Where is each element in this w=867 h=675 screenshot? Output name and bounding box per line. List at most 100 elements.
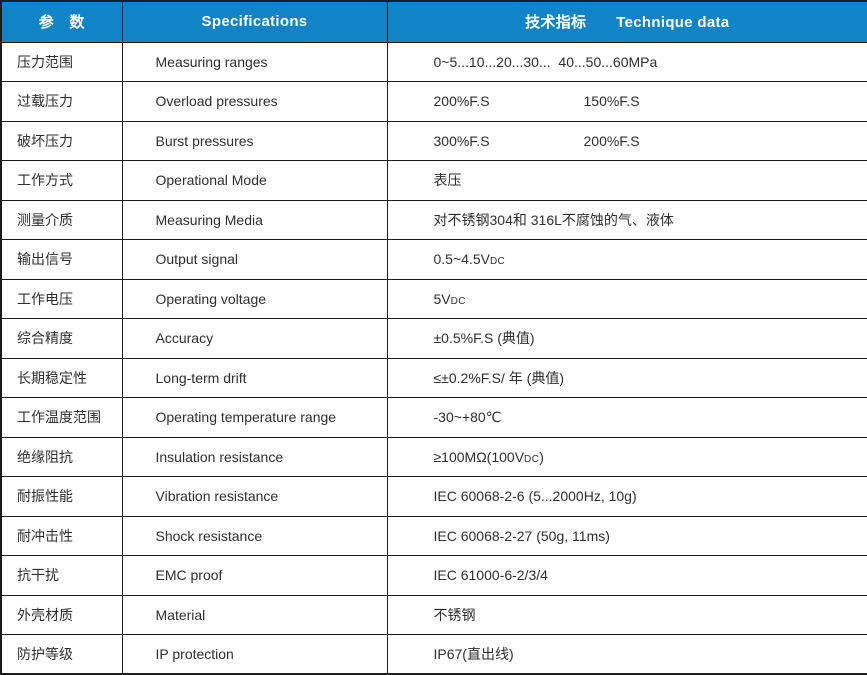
header-param-cn-label: 参 数 bbox=[38, 14, 85, 32]
spec-en-label: Operational Mode bbox=[155, 172, 267, 189]
param-cn-label: 工作方式 bbox=[17, 172, 73, 189]
param-cn-cell: 工作电压 bbox=[0, 278, 123, 319]
header-specifications-label: Specifications bbox=[201, 13, 308, 31]
spec-en-label: Operating temperature range bbox=[155, 409, 337, 426]
param-cn-label: 工作温度范围 bbox=[17, 409, 101, 426]
table-row-burst-pressures: 破坏压力 Burst pressures 300%F.S 200%F.S bbox=[0, 120, 867, 161]
param-cn-cell: 防护等级 bbox=[0, 634, 123, 675]
table-row-operational-mode: 工作方式 Operational Mode 表压 bbox=[0, 160, 867, 201]
param-cn-cell: 压力范围 bbox=[0, 41, 123, 82]
spec-en-cell: Operating temperature range bbox=[121, 397, 388, 438]
param-cn-label: 工作电压 bbox=[17, 290, 73, 307]
spec-en-label: Operating voltage bbox=[155, 290, 267, 307]
value-text: 0~5...10...20...30... 40...50...60MPa bbox=[433, 53, 658, 70]
value-cell: ±0.5%F.S (典值) bbox=[386, 318, 867, 359]
value-cell: 不锈钢 bbox=[386, 594, 867, 635]
spec-en-label: Output signal bbox=[155, 251, 239, 268]
spec-en-label: Measuring Media bbox=[155, 211, 263, 228]
spec-en-cell: IP protection bbox=[121, 634, 388, 675]
value-text: 200%F.S bbox=[433, 93, 490, 110]
value-cell: 表压 bbox=[386, 160, 867, 201]
value-text-2: 200%F.S bbox=[583, 132, 640, 149]
header-tech-en-label: Technique data bbox=[616, 14, 730, 32]
value-text: IEC 60068-2-27 (50g, 11ms) bbox=[433, 527, 610, 544]
value-cell: 300%F.S 200%F.S bbox=[386, 120, 867, 161]
param-cn-label: 测量介质 bbox=[17, 211, 73, 228]
value-text-post: ) bbox=[539, 448, 544, 465]
value-cell: IEC 61000-6-2/3/4 bbox=[386, 555, 867, 596]
table-row-emc-proof: 抗干扰 EMC proof IEC 61000-6-2/3/4 bbox=[0, 555, 867, 596]
spec-en-label: Insulation resistance bbox=[155, 448, 284, 465]
param-cn-cell: 抗干扰 bbox=[0, 555, 123, 596]
value-cell: IEC 60068-2-6 (5...2000Hz, 10g) bbox=[386, 476, 867, 517]
value-text: 300%F.S bbox=[433, 132, 490, 149]
value-text-2: 150%F.S bbox=[583, 93, 640, 110]
value-unit-subscript: DC bbox=[489, 256, 506, 268]
table-row-output-signal: 输出信号 Output signal 0.5~4.5VDC bbox=[0, 239, 867, 280]
spec-en-label: Material bbox=[155, 606, 206, 623]
param-cn-cell: 过载压力 bbox=[0, 81, 123, 122]
value-text: IEC 60068-2-6 (5...2000Hz, 10g) bbox=[433, 488, 637, 505]
param-cn-cell: 输出信号 bbox=[0, 239, 123, 280]
spec-en-cell: Shock resistance bbox=[121, 515, 388, 556]
param-cn-label: 压力范围 bbox=[17, 53, 73, 70]
spec-en-cell: Burst pressures bbox=[121, 120, 388, 161]
table-row-material: 外壳材质 Material 不锈钢 bbox=[0, 594, 867, 635]
spec-en-label: Vibration resistance bbox=[155, 488, 279, 505]
spec-en-cell: Overload pressures bbox=[121, 81, 388, 122]
spec-en-cell: Insulation resistance bbox=[121, 436, 388, 477]
param-cn-label: 破坏压力 bbox=[17, 132, 73, 149]
table-row-measuring-ranges: 压力范围 Measuring ranges 0~5...10...20...30… bbox=[0, 41, 867, 82]
spec-en-label: Overload pressures bbox=[155, 93, 278, 110]
param-cn-label: 耐冲击性 bbox=[17, 527, 73, 544]
param-cn-cell: 耐振性能 bbox=[0, 476, 123, 517]
value-cell: ≥100MΩ(100VDC) bbox=[386, 436, 867, 477]
header-specifications: Specifications bbox=[121, 0, 388, 43]
value-text: -30~+80℃ bbox=[433, 408, 502, 425]
param-cn-cell: 耐冲击性 bbox=[0, 515, 123, 556]
param-cn-label: 防护等级 bbox=[17, 646, 73, 662]
table-row-long-term-drift: 长期稳定性 Long-term drift ≤±0.2%F.S/ 年 (典值) bbox=[0, 357, 867, 398]
spec-en-label: Measuring ranges bbox=[155, 53, 268, 70]
value-cell: 200%F.S 150%F.S bbox=[386, 81, 867, 122]
spec-en-label: EMC proof bbox=[155, 567, 223, 584]
header-param-cn: 参 数 bbox=[0, 0, 123, 43]
table-row-measuring-media: 测量介质 Measuring Media 对不锈钢304和 316L不腐蚀的气、… bbox=[0, 199, 867, 240]
param-cn-label: 综合精度 bbox=[17, 330, 73, 347]
value-cell: IEC 60068-2-27 (50g, 11ms) bbox=[386, 515, 867, 556]
table-row-operating-temperature-range: 工作温度范围 Operating temperature range -30~+… bbox=[0, 397, 867, 438]
param-cn-label: 绝缘阻抗 bbox=[17, 448, 73, 465]
value-unit-subscript: DC bbox=[450, 295, 466, 307]
value-text: IP67(直出线) bbox=[433, 646, 514, 662]
table-row-operating-voltage: 工作电压 Operating voltage 5VDC bbox=[0, 278, 867, 319]
table-row-insulation-resistance: 绝缘阻抗 Insulation resistance ≥100MΩ(100VDC… bbox=[0, 436, 867, 477]
header-row: 参 数 Specifications 技术指标 Technique data bbox=[0, 0, 867, 43]
param-cn-label: 长期稳定性 bbox=[17, 369, 87, 386]
param-cn-label: 耐振性能 bbox=[17, 488, 73, 505]
value-cell: 5VDC bbox=[386, 278, 867, 319]
spec-en-cell: Output signal bbox=[121, 239, 388, 280]
value-text: 对不锈钢304和 316L不腐蚀的气、液体 bbox=[433, 211, 674, 228]
value-text: 不锈钢 bbox=[433, 606, 476, 623]
spec-en-label: IP protection bbox=[155, 646, 234, 662]
param-cn-cell: 工作温度范围 bbox=[0, 397, 123, 438]
table-row-vibration-resistance: 耐振性能 Vibration resistance IEC 60068-2-6 … bbox=[0, 476, 867, 517]
spec-en-cell: EMC proof bbox=[121, 555, 388, 596]
value-cell: 0~5...10...20...30... 40...50...60MPa bbox=[386, 41, 867, 82]
param-cn-cell: 绝缘阻抗 bbox=[0, 436, 123, 477]
table-row-shock-resistance: 耐冲击性 Shock resistance IEC 60068-2-27 (50… bbox=[0, 515, 867, 556]
table-body: 压力范围 Measuring ranges 0~5...10...20...30… bbox=[0, 41, 867, 675]
spec-en-label: Accuracy bbox=[155, 330, 214, 347]
param-cn-cell: 外壳材质 bbox=[0, 594, 123, 635]
param-cn-cell: 破坏压力 bbox=[0, 120, 123, 161]
table-header: 参 数 Specifications 技术指标 Technique data bbox=[0, 0, 867, 43]
value-text: ±0.5%F.S (典值) bbox=[433, 330, 535, 347]
param-cn-cell: 测量介质 bbox=[0, 199, 123, 240]
value-text: 5V bbox=[433, 290, 451, 307]
spec-en-label: Burst pressures bbox=[155, 132, 254, 149]
param-cn-cell: 长期稳定性 bbox=[0, 357, 123, 398]
spec-en-label: Long-term drift bbox=[155, 369, 247, 386]
value-cell: 对不锈钢304和 316L不腐蚀的气、液体 bbox=[386, 199, 867, 240]
